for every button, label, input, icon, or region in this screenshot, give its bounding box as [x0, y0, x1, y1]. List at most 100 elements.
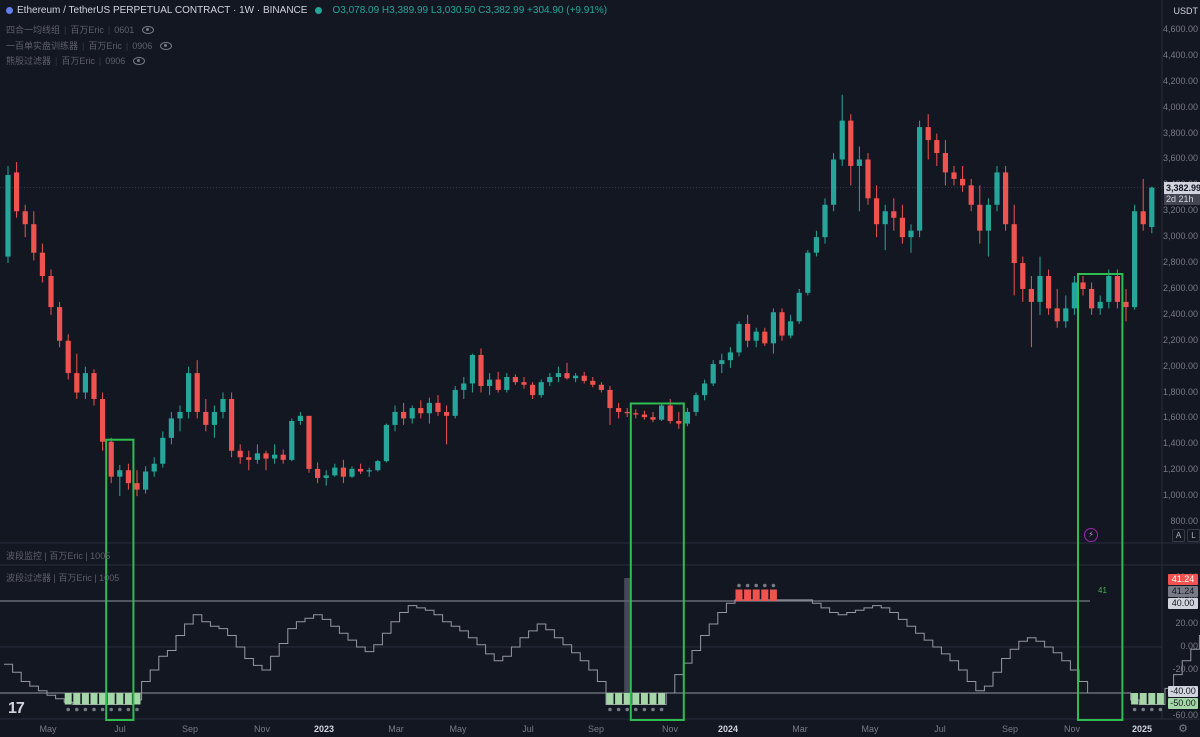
- candle-body: [521, 382, 527, 385]
- signal-dot: [642, 707, 647, 712]
- oversold-block: [99, 693, 107, 705]
- time-tick-label: May: [861, 724, 879, 734]
- symbol-legend[interactable]: Ethereum / TetherUS PERPETUAL CONTRACT ·…: [6, 5, 607, 16]
- candle-body: [667, 405, 673, 422]
- indicator-legend-1[interactable]: 四合一均线组 | 百万Eric | 0601: [6, 23, 155, 36]
- price-tick-label: 3,200.00: [1162, 205, 1198, 216]
- time-tick-label: Sep: [1001, 724, 1019, 734]
- lightning-icon[interactable]: ⚡: [1084, 528, 1098, 542]
- overbought-block: [761, 589, 769, 601]
- oversold-block: [658, 693, 666, 705]
- oversold-block: [133, 693, 141, 705]
- candle-body: [530, 384, 536, 396]
- signal-dot: [625, 707, 629, 712]
- candle-body: [366, 470, 372, 472]
- time-tick-label: Sep: [587, 724, 605, 734]
- candle-body: [985, 204, 991, 231]
- price-tick-label: 2,800.00: [1162, 257, 1198, 268]
- time-tick-label: Jul: [114, 724, 126, 734]
- candle-body: [512, 376, 518, 383]
- candle-body: [848, 120, 854, 166]
- currency-label[interactable]: USDT: [1173, 6, 1199, 16]
- candle-body: [280, 454, 286, 460]
- indicator-legend-2[interactable]: 一百单实盘训练器 | 百万Eric | 0906: [6, 39, 173, 52]
- price-tick-label: 4,600.00: [1162, 24, 1198, 34]
- candle-body: [865, 159, 871, 199]
- candle-body: [409, 408, 415, 419]
- candle-body: [607, 389, 613, 409]
- candle-body: [1140, 211, 1146, 225]
- candle-body: [332, 467, 338, 476]
- candle-body: [426, 402, 432, 414]
- symbol-title[interactable]: Ethereum / TetherUS PERPETUAL CONTRACT ·…: [17, 5, 308, 16]
- oversold-block: [81, 693, 89, 705]
- time-tick-label: Nov: [661, 724, 679, 734]
- candle-body: [91, 373, 97, 399]
- candle-body: [74, 373, 80, 393]
- tradingview-logo-icon[interactable]: 17: [8, 700, 25, 717]
- candle-body: [917, 127, 923, 231]
- candle-body: [65, 340, 71, 374]
- price-tick-label: 1,000.00: [1162, 490, 1198, 501]
- candle-body: [745, 323, 751, 341]
- auto-scale-button[interactable]: A: [1172, 529, 1185, 542]
- visibility-eye-icon[interactable]: [133, 56, 146, 65]
- signal-dot: [92, 707, 96, 712]
- visibility-eye-icon[interactable]: [142, 25, 155, 34]
- pane1-title[interactable]: 波段监控 | 百万Eric | 1005: [6, 551, 111, 561]
- overbought-block: [752, 589, 760, 601]
- candle-body: [452, 389, 458, 416]
- candle-body: [960, 178, 966, 186]
- price-tick-label: 4,400.00: [1162, 49, 1198, 60]
- signal-dot: [1141, 707, 1145, 712]
- indicator-name: 一百单实盘训练器: [6, 41, 79, 51]
- candle-body: [383, 424, 389, 462]
- oversold-block: [1131, 693, 1139, 705]
- signal-dot: [608, 707, 612, 712]
- candle-body: [942, 153, 948, 173]
- visibility-eye-icon[interactable]: [160, 41, 173, 50]
- time-tick-label: Mar: [388, 724, 404, 734]
- candle-body: [555, 373, 561, 377]
- oversold-block: [1139, 693, 1147, 705]
- candle-body: [822, 204, 828, 238]
- candle-body: [1071, 282, 1077, 309]
- signal-dot: [659, 707, 664, 712]
- pane2-title[interactable]: 波段过滤器 | 百万Eric | 1005: [6, 573, 120, 583]
- candle-body: [194, 373, 200, 412]
- signal-dot: [1132, 707, 1137, 712]
- candle-body: [160, 437, 166, 464]
- indicator-legend-3[interactable]: 熊股过滤器 | 百万Eric | 0906: [6, 54, 146, 67]
- candle-body: [624, 411, 630, 414]
- candle-body: [650, 417, 656, 420]
- indicator-name: 四合一均线组: [6, 25, 61, 35]
- candle-body: [220, 399, 226, 412]
- time-tick-label: Nov: [1063, 724, 1081, 734]
- oversold-block: [64, 693, 72, 705]
- oversold-block: [623, 693, 631, 705]
- candle-body: [1054, 308, 1060, 322]
- candle-body: [203, 411, 209, 425]
- candle-body: [684, 411, 690, 424]
- signal-dot: [109, 707, 113, 712]
- candle-body: [1037, 276, 1043, 302]
- price-tick-label: 3,800.00: [1162, 127, 1198, 138]
- candle-body: [340, 467, 346, 477]
- settings-gear-icon[interactable]: ⚙: [1178, 723, 1188, 735]
- candle-body: [934, 140, 940, 153]
- osc-value-gray: 41.24: [1168, 586, 1198, 597]
- oversold-block: [649, 693, 657, 705]
- osc-level-top: 40.00: [1168, 598, 1198, 609]
- oversold-block: [606, 693, 614, 705]
- candle-body: [1106, 276, 1112, 302]
- log-scale-button[interactable]: L: [1187, 529, 1200, 542]
- oversold-block: [124, 693, 132, 705]
- candle-body: [762, 331, 768, 344]
- time-tick-label: Mar: [792, 724, 808, 734]
- indicator-author: 百万Eric: [88, 41, 122, 51]
- candle-body: [899, 217, 905, 238]
- price-tick-label: 4,200.00: [1162, 75, 1198, 86]
- candle-body: [1028, 288, 1034, 302]
- candle-body: [676, 421, 682, 424]
